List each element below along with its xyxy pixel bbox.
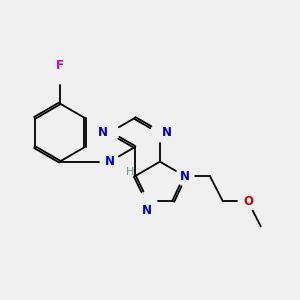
Text: N: N — [142, 204, 152, 217]
Text: N: N — [162, 126, 172, 139]
Text: H: H — [126, 167, 134, 177]
Text: O: O — [243, 195, 253, 208]
Text: N: N — [180, 170, 190, 183]
Text: F: F — [56, 59, 64, 72]
Text: N: N — [98, 126, 107, 139]
Text: N: N — [105, 155, 115, 168]
